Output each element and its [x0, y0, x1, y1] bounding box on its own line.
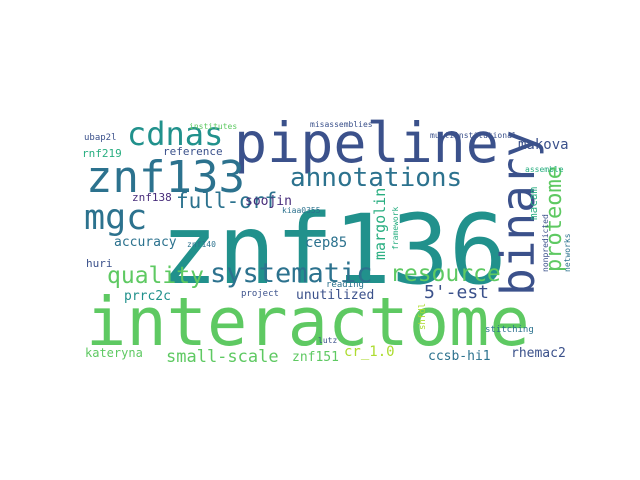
word-kateryna: kateryna — [85, 346, 143, 360]
word-full-orf: full-orf — [176, 189, 277, 213]
word-mgc: mgc — [84, 198, 147, 238]
word-cep85: cep85 — [305, 235, 347, 251]
word-unutilized: unutilized — [296, 288, 374, 303]
word-binary: binary — [491, 130, 545, 296]
word-quality: quality — [107, 263, 204, 289]
word-znf138: znf138 — [132, 191, 172, 204]
word-assemble: assemble — [525, 165, 564, 174]
word-annotations: annotations — [290, 163, 462, 193]
word-znf151: znf151 — [292, 350, 339, 365]
word-institutes: institutes — [189, 122, 237, 131]
word-makova: makova — [518, 137, 569, 153]
word-lutz: lutz — [318, 336, 337, 345]
word-cr_1.0: cr_1.0 — [344, 344, 395, 360]
word-accuracy: accuracy — [114, 235, 177, 250]
word-reading: reading — [326, 280, 364, 290]
word-cdnas: cdnas — [127, 115, 223, 153]
word-networks: networks — [563, 233, 572, 272]
word-znf140: znf140 — [187, 240, 216, 249]
word-rnf219: rnf219 — [82, 147, 122, 160]
word-pipeline: pipeline — [234, 111, 499, 175]
word-ubap2l: ubap2l — [84, 133, 117, 143]
word-prrc2c: prrc2c — [124, 289, 171, 304]
word-proteome: proteome — [542, 166, 567, 272]
word-systematic: systematic — [210, 258, 373, 289]
word-framework: framework — [391, 206, 400, 250]
word-macam: macam — [527, 187, 540, 220]
word-soojin: soojin — [245, 194, 292, 209]
word-misassemblies: misassemblies — [310, 120, 373, 129]
word-multiinstitutional: multiinstitutional — [430, 131, 517, 140]
word-margolin: margolin — [371, 188, 389, 260]
word-5-est: 5'-est — [424, 282, 489, 303]
word-small-scale: small-scale — [166, 347, 279, 367]
word-ccsb-hi1: ccsb-hi1 — [428, 349, 491, 364]
word-nonpredicted: nonpredicted — [541, 214, 550, 272]
word-shfdl: shfdl — [418, 303, 428, 330]
word-kiaa0355: kiaa0355 — [282, 206, 321, 215]
word-reference: reference — [163, 145, 223, 158]
word-znf133: znf133 — [86, 152, 245, 203]
word-interactome: interactome — [86, 283, 530, 361]
word-resource: resource — [390, 261, 501, 287]
word-znf136: znf136 — [160, 194, 507, 306]
word-stitching: stitching — [485, 325, 534, 335]
word-project: project — [241, 289, 279, 299]
word-huri: huri — [86, 257, 113, 270]
word-rhemac2: rhemac2 — [511, 346, 566, 361]
